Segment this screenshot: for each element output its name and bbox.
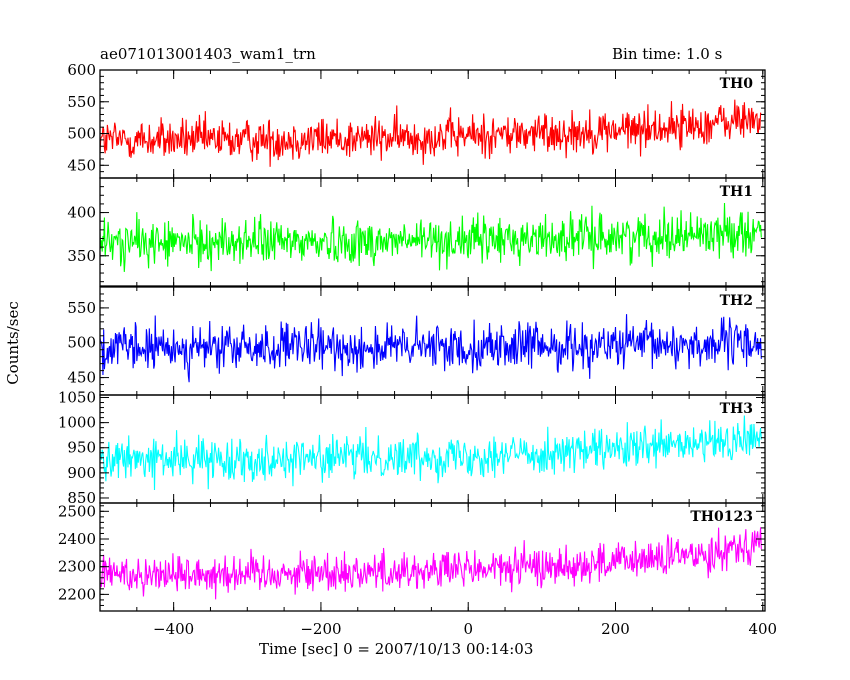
panel-frame-th0123	[99, 502, 766, 612]
panel-label-th2: TH2	[720, 293, 753, 309]
x-tick-label: 200	[601, 620, 630, 638]
series-th2	[100, 314, 762, 383]
chart-subtitle: Bin time: 1.0 s	[612, 45, 723, 63]
y-tick-label: 450	[67, 369, 96, 387]
y-tick-label: 1050	[58, 389, 96, 407]
y-tick-label: 500	[67, 334, 96, 352]
panel-label-th0: TH0	[720, 76, 754, 92]
y-tick-label: 550	[67, 299, 96, 317]
x-tick-label: −200	[300, 620, 341, 638]
series-th1	[100, 202, 762, 272]
y-tick-label: 1000	[58, 414, 96, 432]
series-th0	[100, 99, 762, 167]
panel-frame-th1	[99, 177, 766, 287]
panel-label-th0123: TH0123	[690, 509, 753, 525]
y-tick-label: 600	[67, 61, 96, 79]
y-tick-label: 2400	[58, 530, 96, 548]
panel-label-th3: TH3	[720, 401, 753, 417]
chart-title: ae071013001403_wam1_trn	[100, 45, 316, 63]
x-tick-label: 400	[748, 620, 777, 638]
y-tick-label: 2500	[58, 502, 96, 520]
y-axis-label: Counts/sec	[4, 301, 22, 385]
y-tick-label: 2200	[58, 585, 96, 603]
y-tick-label: 900	[67, 464, 96, 482]
y-tick-label: 400	[67, 204, 96, 222]
series-th3	[100, 415, 762, 490]
y-tick-label: 550	[67, 93, 96, 111]
x-axis-label: Time [sec] 0 = 2007/10/13 00:14:03	[259, 640, 534, 658]
y-tick-label: 950	[67, 439, 96, 457]
series-th0123	[100, 527, 762, 600]
y-tick-label: 2300	[58, 558, 96, 576]
y-tick-label: 850	[67, 489, 96, 507]
x-tick-label: 0	[463, 620, 473, 638]
x-tick-label: −400	[153, 620, 194, 638]
y-tick-label: 500	[67, 125, 96, 143]
y-tick-label: 450	[67, 156, 96, 174]
panel-label-th1: TH1	[720, 184, 753, 200]
y-tick-label: 350	[67, 247, 96, 265]
